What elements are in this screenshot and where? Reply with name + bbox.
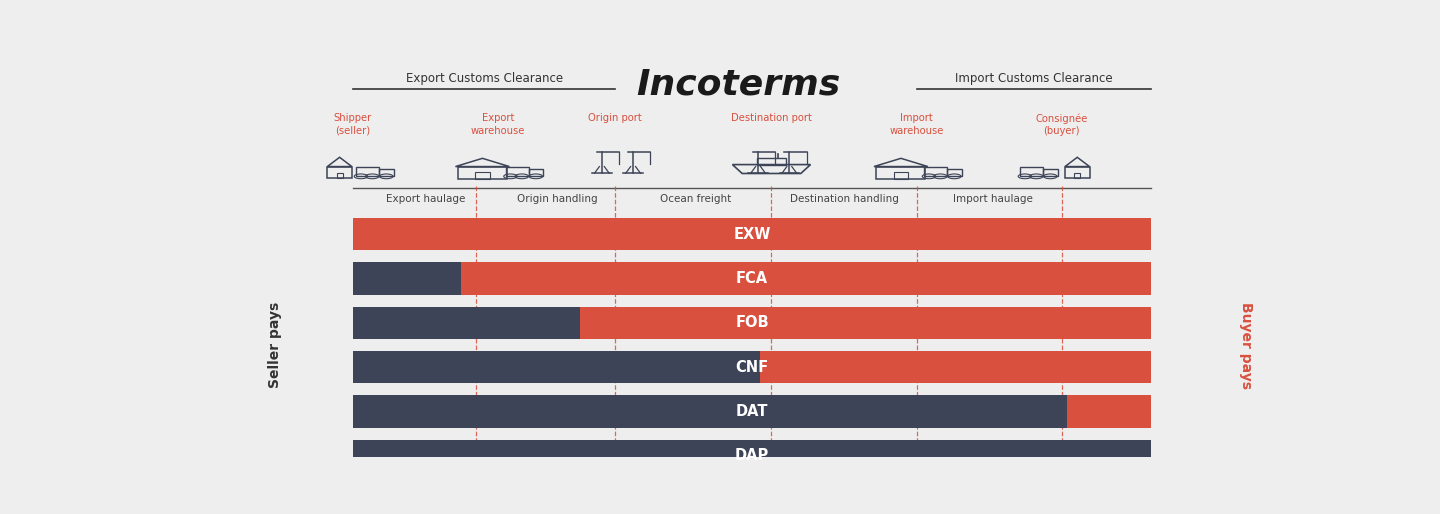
Bar	[461, 262, 1151, 295]
Bar	[757, 158, 786, 164]
Text: Import
warehouse: Import warehouse	[890, 113, 943, 136]
Text: Seller pays: Seller pays	[268, 302, 282, 388]
Bar	[760, 351, 1151, 383]
Text: Consignée
(buyer): Consignée (buyer)	[1035, 113, 1087, 136]
Bar	[580, 307, 1151, 339]
Bar	[1043, 169, 1057, 176]
Bar	[1067, 395, 1151, 428]
Text: CNF: CNF	[736, 360, 769, 375]
Text: Origin handling: Origin handling	[517, 194, 598, 204]
Bar	[948, 169, 962, 176]
Bar	[353, 307, 580, 339]
Bar	[924, 167, 948, 176]
Text: Destination handling: Destination handling	[789, 194, 899, 204]
Text: Buyer pays: Buyer pays	[1238, 302, 1253, 389]
Bar	[894, 172, 909, 179]
Bar	[327, 167, 351, 178]
Bar	[475, 172, 490, 179]
Bar	[458, 167, 507, 179]
Text: FOB: FOB	[736, 316, 769, 331]
Text: Export
warehouse: Export warehouse	[471, 113, 526, 136]
Bar	[353, 218, 1151, 250]
Bar	[379, 169, 393, 176]
Bar	[356, 167, 379, 176]
Bar	[353, 439, 1151, 472]
Text: EXW: EXW	[733, 227, 770, 242]
Text: Ocean freight: Ocean freight	[660, 194, 732, 204]
Bar	[1074, 173, 1080, 178]
Bar	[353, 351, 760, 383]
Text: Import haulage: Import haulage	[952, 194, 1032, 204]
Bar	[877, 167, 926, 179]
Text: Export Customs Clearance: Export Customs Clearance	[406, 72, 563, 85]
Bar	[1021, 167, 1043, 176]
Bar	[1066, 167, 1090, 178]
Text: DAT: DAT	[736, 404, 768, 419]
Text: Origin port: Origin port	[589, 113, 642, 123]
Text: Shipper
(seller): Shipper (seller)	[334, 113, 372, 136]
Bar	[353, 395, 1067, 428]
Text: Export haulage: Export haulage	[386, 194, 465, 204]
Text: Import Customs Clearance: Import Customs Clearance	[955, 72, 1113, 85]
Text: FCA: FCA	[736, 271, 768, 286]
Text: DAP: DAP	[734, 448, 769, 464]
Text: Incoterms: Incoterms	[636, 68, 840, 102]
Bar	[353, 262, 461, 295]
Bar	[505, 167, 528, 176]
Text: Destination port: Destination port	[732, 113, 812, 123]
Bar	[337, 173, 343, 178]
Bar	[528, 169, 543, 176]
